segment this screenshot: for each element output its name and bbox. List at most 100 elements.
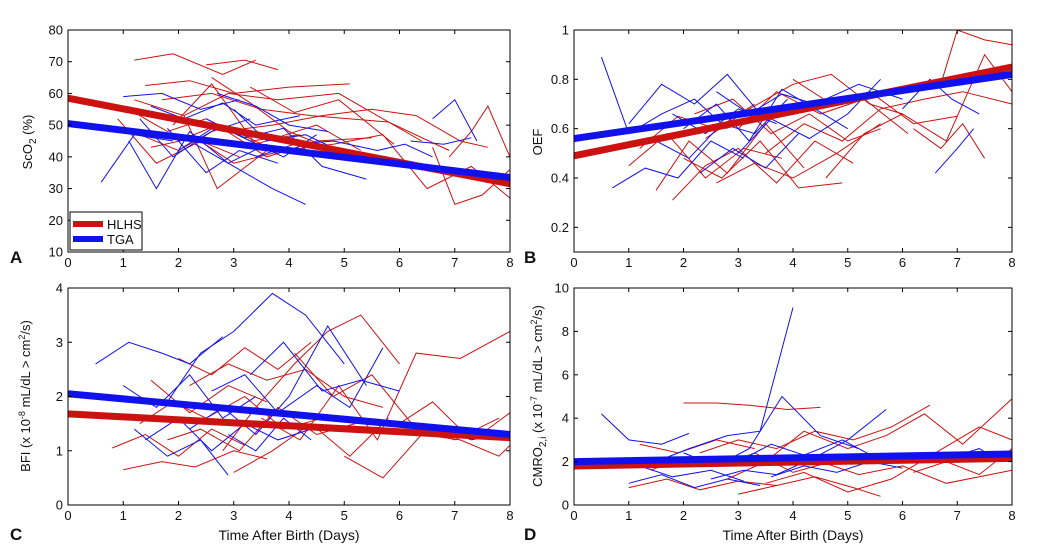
panel-d-y-tick-label: 10: [555, 281, 569, 296]
panel-c-trace-hlhs-9: [178, 341, 312, 376]
panel-a-x-tick-label: 8: [506, 255, 513, 270]
panel-a: 0 1 2 3 4 5 6 7 8 10 20 30 40 50 60 70 80 ScO2 (%) A HLH…: [10, 23, 514, 271]
panel-c-x-tick-label: 6: [396, 508, 403, 523]
panel-d-x-tick-label: 3: [735, 508, 742, 523]
legend-label-tga: TGA: [107, 232, 134, 247]
panel-b-x-tick-label: 7: [954, 255, 961, 270]
panel-b-trace-tga-16: [628, 73, 761, 125]
panel-c-trace-hlhs-3: [167, 406, 356, 452]
panel-c-y-tick-label: 2: [56, 389, 63, 404]
panel-c-trace-tga-13: [95, 336, 224, 365]
panel-d-trace-tga-14: [710, 409, 887, 480]
panel-c-x-axis-label: Time After Birth (Days): [218, 527, 359, 543]
panel-a-trace-tga-20: [128, 130, 268, 190]
panel-a-trace-hlhs-3: [161, 92, 450, 151]
panel-a-y-tick-label: 50: [49, 118, 63, 133]
panel-c-fit-line-tga: [67, 390, 511, 438]
panel-b-trace-hlhs-3: [694, 98, 881, 142]
panel-a-y-tick-label: 60: [49, 86, 63, 101]
panel-c-y-axis-label: BFI (x 10-8 mL/dL > cm2/s): [17, 320, 33, 472]
panel-b-y-tick-label: 0.4: [551, 171, 569, 186]
panel-c-label: C: [10, 525, 22, 544]
panel-b-y-tick-label: 0.8: [551, 72, 569, 87]
panel-b-trace-tga-19: [699, 133, 799, 174]
panel-b-x-tick-label: 6: [899, 255, 906, 270]
panel-c-trace-hlhs-6: [261, 330, 511, 441]
panel-d-y-axis-label: CMRO2,i (x 10-7 mL/dL > cm2/s): [529, 305, 549, 487]
panel-c-y-tick-label: 1: [56, 443, 63, 458]
panel-b-x-tick-label: 3: [735, 255, 742, 270]
panel-b-y-tick-label: 1: [562, 23, 569, 38]
panel-c-trace-hlhs-12: [150, 379, 268, 414]
panel-a-x-tick-label: 2: [175, 255, 182, 270]
panel-c-trace-tga-19: [249, 341, 400, 392]
panel-a-trace-hlhs-2: [145, 80, 350, 94]
panel-d-y-tick-label: 6: [562, 367, 569, 382]
panel-d-ticks: 0 1 2 3 4 5 6 7 8 0 2 4 6 8 10: [555, 281, 1016, 524]
panel-c-x-tick-label: 2: [175, 508, 182, 523]
panel-b-trace-hlhs-7: [825, 53, 1013, 179]
panel-a-y-tick-label: 20: [49, 213, 63, 228]
panel-c-series: [95, 292, 511, 479]
panel-d-trace-hlhs-6: [820, 461, 1013, 484]
panel-d-trace-hlhs-7: [639, 439, 755, 454]
panel-a-y-axis-label: ScO2 (%): [20, 115, 39, 170]
panel-c-trace-hlhs-0: [112, 428, 246, 457]
panel-b-x-tick-label: 1: [625, 255, 632, 270]
panel-a-trace-tga-19: [100, 134, 174, 183]
panel-c-trace-tga-18: [211, 347, 384, 414]
panel-a-y-tick-label: 10: [49, 245, 63, 260]
panel-c-x-tick-label: 7: [451, 508, 458, 523]
panel-d-trace-hlhs-2: [683, 402, 821, 411]
panel-b-y-tick-label: 0.6: [551, 121, 569, 136]
panel-b-trace-tga-21: [737, 78, 881, 154]
panel-b-trace-tga-14: [600, 56, 728, 135]
panel-b-x-tick-label: 4: [789, 255, 796, 270]
panel-b-trace-hlhs-11: [683, 140, 843, 189]
panel-a-trace-hlhs-0: [134, 53, 256, 75]
panel-c-axes-frame: [67, 287, 511, 506]
panel-d-series: [601, 307, 1013, 497]
panel-a-x-tick-label: 0: [64, 255, 71, 270]
panel-b-trace-hlhs-0: [628, 132, 783, 179]
panel-c-y-tick-label: 0: [56, 498, 63, 513]
panel-d-y-tick-label: 4: [562, 411, 569, 426]
panel-b-trace-hlhs-9: [940, 29, 1013, 85]
panel-a-y-tick-label: 80: [49, 23, 63, 38]
panel-d-x-tick-label: 8: [1008, 508, 1015, 523]
panel-a-x-tick-label: 5: [341, 255, 348, 270]
panel-a-trace-tga-23: [167, 127, 279, 174]
panel-d-label: D: [524, 525, 536, 544]
panel-d-x-tick-label: 7: [954, 508, 961, 523]
panel-a-y-tick-label: 40: [49, 149, 63, 164]
panel-a-y-tick-label: 70: [49, 54, 63, 69]
panel-b-trace-hlhs-4: [716, 123, 881, 184]
panel-b-trace-tga-23: [934, 128, 975, 174]
legend: HLHS TGA: [69, 211, 143, 251]
panel-b-trace-tga-22: [902, 78, 980, 115]
panel-d-axes-frame: [573, 287, 1013, 506]
panel-c-trace-tga-16: [166, 292, 345, 403]
panel-a-trace-tga-25: [255, 140, 433, 158]
panel-b-trace-tga-15: [612, 140, 744, 189]
panel-a-x-tick-label: 6: [396, 255, 403, 270]
panel-a-trace-tga-26: [194, 143, 306, 205]
panel-d-x-tick-label: 4: [789, 508, 796, 523]
panel-d: 0 1 2 3 4 5 6 7 8 0 2 4 6 8 10 CMRO2,i (x 10-7 mL/dL >…: [524, 281, 1016, 545]
panel-b-trace-hlhs-2: [672, 140, 854, 201]
panel-c-x-tick-label: 1: [120, 508, 127, 523]
panel-c-fit-line-hlhs: [67, 410, 511, 442]
panel-d-trace-hlhs-0: [628, 478, 777, 491]
panel-d-trace-hlhs-3: [699, 404, 931, 454]
panel-d-trace-tga-16: [639, 465, 744, 482]
panel-b-label: B: [524, 248, 536, 267]
panel-a-trace-hlhs-6: [178, 124, 372, 158]
panel-b-trace-hlhs-6: [765, 91, 1013, 154]
panel-d-x-tick-label: 1: [625, 508, 632, 523]
panel-a-trace-hlhs-12: [183, 92, 422, 142]
legend-box: [69, 211, 143, 251]
panel-c-y-tick-label: 3: [56, 335, 63, 350]
panel-c-x-tick-label: 4: [285, 508, 292, 523]
panel-a-trace-hlhs-13: [211, 77, 328, 148]
panel-b-trace-hlhs-8: [913, 122, 986, 159]
